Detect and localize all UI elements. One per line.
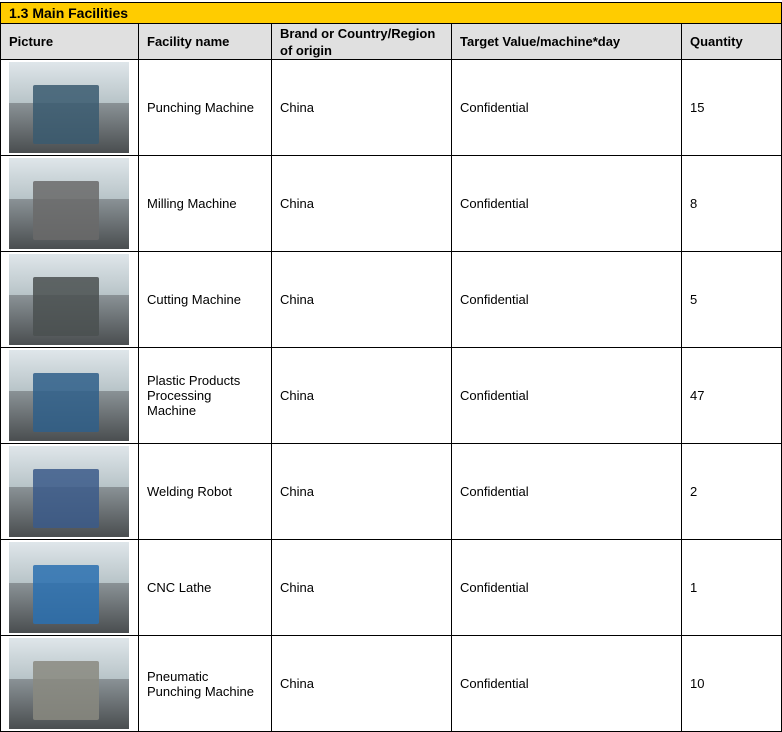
table-row: Punching Machine China Confidential 15 xyxy=(0,59,782,156)
brand-origin: China xyxy=(271,347,452,444)
brand-origin: China xyxy=(271,443,452,540)
quantity: 1 xyxy=(680,539,782,636)
quantity: 2 xyxy=(680,443,782,540)
facility-name: Welding Robot xyxy=(138,443,272,540)
milling-machine-photo xyxy=(9,158,129,249)
picture-cell xyxy=(0,251,139,348)
picture-cell xyxy=(0,155,139,252)
cnc-lathe-photo xyxy=(9,542,129,633)
quantity: 15 xyxy=(680,59,782,156)
welding-robot-photo xyxy=(9,446,129,537)
brand-origin: China xyxy=(271,251,452,348)
table-row: Pneumatic Punching Machine China Confide… xyxy=(0,635,782,732)
picture-cell xyxy=(0,635,139,732)
section-title: 1.3 Main Facilities xyxy=(0,2,782,24)
plastic-processing-machine-photo xyxy=(9,350,129,441)
table-row: Cutting Machine China Confidential 5 xyxy=(0,251,782,348)
pneumatic-punching-machine-photo xyxy=(9,638,129,729)
target-value: Confidential xyxy=(451,59,682,156)
brand-origin: China xyxy=(271,59,452,156)
target-value: Confidential xyxy=(451,155,682,252)
brand-origin: China xyxy=(271,539,452,636)
brand-origin: China xyxy=(271,635,452,732)
facility-name: Punching Machine xyxy=(138,59,272,156)
header-target-value: Target Value/machine*day xyxy=(451,23,682,60)
cutting-machine-photo xyxy=(9,254,129,345)
facility-name: Milling Machine xyxy=(138,155,272,252)
table-row: Welding Robot China Confidential 2 xyxy=(0,443,782,540)
brand-origin: China xyxy=(271,155,452,252)
punching-machine-photo xyxy=(9,62,129,153)
table-row: Plastic Products Processing Machine Chin… xyxy=(0,347,782,444)
target-value: Confidential xyxy=(451,539,682,636)
picture-cell xyxy=(0,347,139,444)
header-facility-name: Facility name xyxy=(138,23,272,60)
quantity: 10 xyxy=(680,635,782,732)
picture-cell xyxy=(0,539,139,636)
target-value: Confidential xyxy=(451,251,682,348)
target-value: Confidential xyxy=(451,635,682,732)
quantity: 5 xyxy=(680,251,782,348)
facility-name: CNC Lathe xyxy=(138,539,272,636)
header-quantity: Quantity xyxy=(680,23,782,60)
picture-cell xyxy=(0,443,139,540)
table-row: CNC Lathe China Confidential 1 xyxy=(0,539,782,636)
header-picture: Picture xyxy=(0,23,139,60)
quantity: 47 xyxy=(680,347,782,444)
target-value: Confidential xyxy=(451,443,682,540)
picture-cell xyxy=(0,59,139,156)
header-brand: Brand or Country/Region of origin xyxy=(271,23,452,60)
facility-name: Cutting Machine xyxy=(138,251,272,348)
quantity: 8 xyxy=(680,155,782,252)
facility-name: Plastic Products Processing Machine xyxy=(138,347,272,444)
target-value: Confidential xyxy=(451,347,682,444)
facility-name: Pneumatic Punching Machine xyxy=(138,635,272,732)
table-row: Milling Machine China Confidential 8 xyxy=(0,155,782,252)
